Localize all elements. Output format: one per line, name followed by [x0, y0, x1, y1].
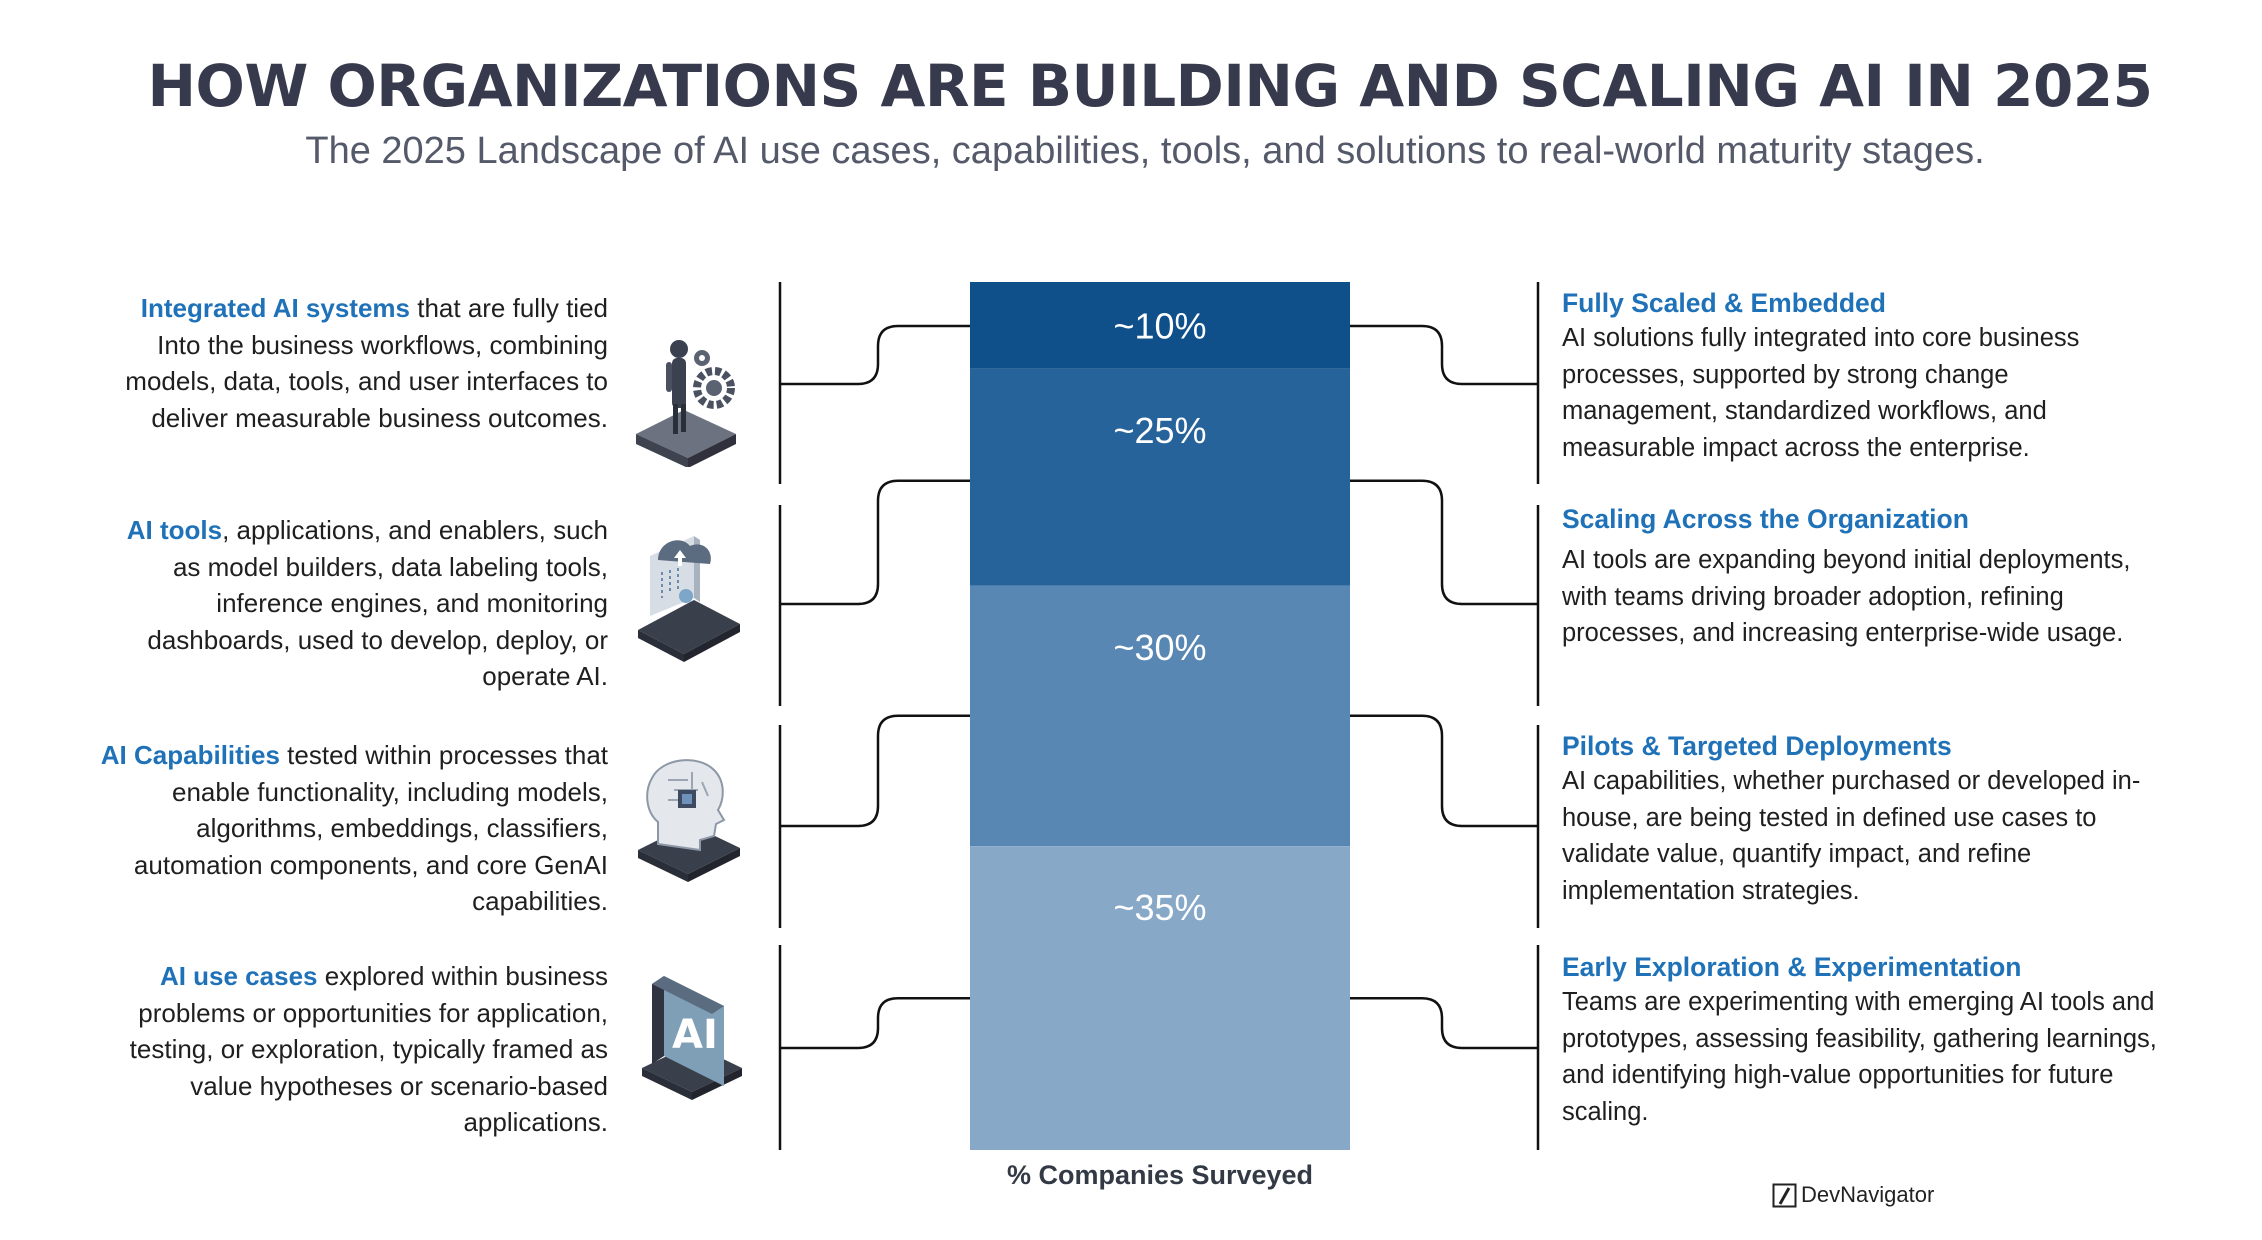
left-item-highlight: AI Capabilities: [100, 740, 280, 770]
left-connector: [780, 714, 970, 828]
svg-text:AI: AI: [672, 1012, 718, 1058]
cloud-upload-device-icon: [638, 536, 740, 662]
right-connector: [1350, 714, 1538, 828]
brand-name: DevNavigator: [1801, 1182, 1935, 1207]
data-label: ~35%: [1113, 887, 1206, 928]
left-item-text: that are fully tied Into the business wo…: [125, 293, 608, 433]
right-item-text: AI solutions fully integrated into core …: [1562, 324, 2080, 462]
left-connector: [780, 479, 970, 606]
left-item-highlight: AI use cases: [159, 961, 318, 991]
right-item-pilots: Pilots & Targeted Deployments AI capabil…: [1562, 729, 2162, 909]
bar-segment: [970, 282, 1350, 369]
right-connector: [1350, 996, 1538, 1050]
left-item-integrated-ai-systems: Integrated AI systems that are fully tie…: [100, 290, 608, 436]
right-item-title: Pilots & Targeted Deployments: [1562, 731, 1952, 761]
data-label: ~10%: [1113, 305, 1206, 346]
data-label: ~25%: [1113, 410, 1206, 451]
ai-head-chip-icon: [638, 759, 740, 882]
page-subtitle: The 2025 Landscape of AI use cases, capa…: [305, 130, 1985, 172]
left-item-ai-use-cases: AI use cases explored within business pr…: [100, 958, 608, 1141]
data-label: ~30%: [1113, 627, 1206, 668]
x-axis-label: % Companies Surveyed: [1006, 1160, 1314, 1190]
left-connector: [780, 324, 970, 386]
brand-logo: DevNavigator: [1772, 1182, 1934, 1208]
right-item-early-exploration: Early Exploration & Experimentation Team…: [1562, 950, 2162, 1130]
right-item-title: Fully Scaled & Embedded: [1562, 288, 1886, 318]
ai-tile-icon: AI: [642, 976, 742, 1100]
right-item-title: Early Exploration & Experimentation: [1562, 952, 2022, 982]
left-item-highlight: AI tools: [126, 515, 223, 545]
page-title: HOW ORGANIZATIONS ARE BUILDING AND SCALI…: [147, 52, 2153, 120]
left-item-highlight: Integrated AI systems: [140, 293, 410, 323]
left-item-text: explored within business problems or opp…: [129, 961, 608, 1137]
left-item-text: , applications, and enablers, such as mo…: [147, 515, 608, 691]
person-gear-icon: [636, 340, 736, 467]
right-item-title: Scaling Across the Organization: [1562, 504, 1969, 534]
right-connector: [1350, 324, 1538, 386]
right-item-fully-scaled: Fully Scaled & Embedded AI solutions ful…: [1562, 286, 2162, 466]
right-item-text: AI capabilities, whether purchased or de…: [1562, 767, 2141, 905]
left-connector: [780, 996, 970, 1050]
right-item-scaling-across: Scaling Across the Organization AI tools…: [1562, 502, 2162, 652]
bar-segment: [970, 846, 1350, 1150]
right-item-text: AI tools are expanding beyond initial de…: [1562, 546, 2131, 647]
bar-segment: [970, 368, 1350, 586]
slash-box-icon: [1772, 1183, 1797, 1207]
left-item-ai-capabilities: AI Capabilities tested within processes …: [100, 737, 608, 920]
left-item-ai-tools: AI tools, applications, and enablers, su…: [100, 512, 608, 695]
right-item-text: Teams are experimenting with emerging AI…: [1562, 988, 2157, 1126]
bar-segment: [970, 585, 1350, 847]
left-item-text: tested within processes that enable func…: [133, 740, 608, 916]
right-connector: [1350, 479, 1538, 606]
